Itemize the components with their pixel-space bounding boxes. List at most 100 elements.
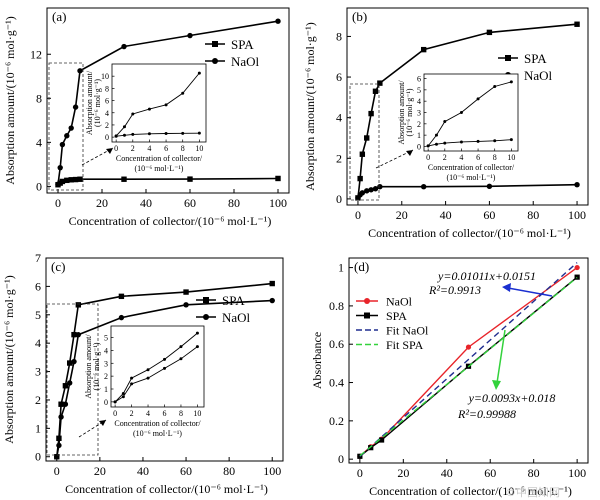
legend-label: NaOl <box>386 295 413 309</box>
data-point <box>486 183 493 190</box>
legend-label: Fit NaOl <box>386 324 429 338</box>
x-axis-label: Concentration of collector/(10⁻⁶ mol·L⁻¹… <box>368 226 571 240</box>
panel-label: (a) <box>52 9 66 24</box>
inset-data-point <box>195 345 199 349</box>
data-point <box>68 177 74 183</box>
x-tick-label: 100 <box>568 466 586 480</box>
data-point <box>121 43 127 50</box>
data-point <box>275 18 281 24</box>
inset-y-tick-label: 5 <box>417 86 421 95</box>
inset-x-tick-label: 8 <box>181 144 185 153</box>
inset-x-tick-label: 10 <box>507 153 515 162</box>
data-point <box>118 293 125 300</box>
data-point <box>77 176 83 182</box>
data-point <box>574 181 580 188</box>
data-point <box>574 21 580 27</box>
x-tick-label: 60 <box>484 466 496 480</box>
x-tick-label: 80 <box>223 464 235 478</box>
x-tick-label: 60 <box>483 208 495 222</box>
inset-data-point <box>197 71 201 75</box>
data-point <box>62 383 69 389</box>
y-tick-label: 0 <box>35 450 41 464</box>
inset-x-tick-label: 2 <box>443 153 447 162</box>
inset-y-tick-label: 0 <box>105 133 109 142</box>
fit-r2-spa: R²=0.99988 <box>457 407 516 421</box>
x-axis-label: Concentration of collector/(10⁻⁶ mol·L⁻¹… <box>65 482 268 496</box>
series-line-naol <box>57 20 279 185</box>
inset-x-tick-label: 0 <box>114 144 118 153</box>
data-point <box>59 141 66 148</box>
y-tick-label: 4 <box>35 336 41 350</box>
series-line-naol <box>56 299 273 457</box>
inset-data-point <box>476 139 480 143</box>
inset-y-tick-label: 3 <box>104 359 108 368</box>
inset-data-point <box>179 345 183 349</box>
data-point <box>62 401 69 407</box>
legend-marker <box>212 58 218 64</box>
y-tick-label: 0.8 <box>329 299 344 313</box>
x-tick-label: 20 <box>396 208 408 222</box>
data-point <box>364 135 370 141</box>
inset-data-point <box>130 376 134 380</box>
data-point <box>67 380 73 386</box>
inset-data-point <box>121 395 125 399</box>
legend-marker <box>212 41 218 47</box>
data-point <box>71 331 77 338</box>
zoom-box <box>349 83 380 201</box>
inset-data-point <box>181 91 185 95</box>
plot-frame <box>346 7 589 206</box>
data-point <box>377 80 383 86</box>
panel-d: 0 20 40 60 80 100 0 0.2 0.4 0.6 0.8 1 Concentration … <box>310 257 589 498</box>
inset-y-axis-label: (10⁻⁶ mol·g⁻¹) <box>405 88 414 136</box>
data-point <box>486 29 493 36</box>
y-axis-label: Absorption amount/(10⁻⁶ mol·g⁻¹) <box>2 275 16 443</box>
inset-c: 0 2 4 6 8 10 0 1 2 3 4 5 Concentration of collector/… <box>46 303 205 456</box>
data-point <box>378 437 385 443</box>
data-point <box>57 164 63 171</box>
legend-marker <box>505 55 511 61</box>
inset-y-tick-label: 2 <box>417 120 421 129</box>
inset-x-axis-label: (10⁻⁶ mol·L⁻¹) <box>133 429 182 438</box>
data-point <box>368 187 374 193</box>
legend-marker <box>364 312 370 319</box>
inset-data-point <box>147 132 151 136</box>
inset-data-point <box>459 111 463 114</box>
data-point <box>359 151 366 157</box>
y-tick-label: 1 <box>338 261 344 275</box>
inset-data-point <box>164 103 168 107</box>
inset-x-tick-label: 10 <box>195 144 203 153</box>
zoom-arrow <box>81 147 114 166</box>
y-tick-label: 1 <box>35 421 41 435</box>
inset-data-point <box>493 139 497 143</box>
inset-x-axis-label: Concentration of collector/ <box>114 419 201 428</box>
data-point <box>357 175 363 182</box>
x-tick-label: 40 <box>140 196 152 210</box>
inset-y-tick-label: 2 <box>104 372 108 381</box>
inset-data-point <box>459 140 463 144</box>
legend-label: SPA <box>386 309 407 323</box>
inset-data-point <box>509 138 513 142</box>
inset-data-point <box>181 131 185 135</box>
y-tick-label: 4 <box>336 111 342 125</box>
y-tick-label: 2 <box>35 393 41 407</box>
plot-frame <box>348 257 589 464</box>
data-point <box>59 178 66 185</box>
data-point <box>372 186 379 192</box>
inset-y-tick-label: 1 <box>417 131 421 140</box>
inset-y-tick-label: 10 <box>101 72 109 81</box>
inset-x-tick-label: 8 <box>179 409 183 418</box>
inset-frame <box>111 63 207 143</box>
zoom-box <box>46 303 99 456</box>
y-tick-label: 3 <box>35 365 41 379</box>
inset-y-tick-label: 2 <box>105 121 109 130</box>
legend-label: Fit SPA <box>386 338 424 352</box>
inset-data-point <box>162 357 166 361</box>
inset-y-tick-label: 4 <box>105 109 109 118</box>
inset-data-point <box>197 131 201 135</box>
data-point <box>183 302 189 308</box>
inset-x-tick-label: 6 <box>476 153 480 162</box>
x-tick-label: 60 <box>184 196 196 210</box>
inset-data-point <box>195 331 199 335</box>
inset-y-axis-label: Absorption amount/ <box>84 334 93 399</box>
